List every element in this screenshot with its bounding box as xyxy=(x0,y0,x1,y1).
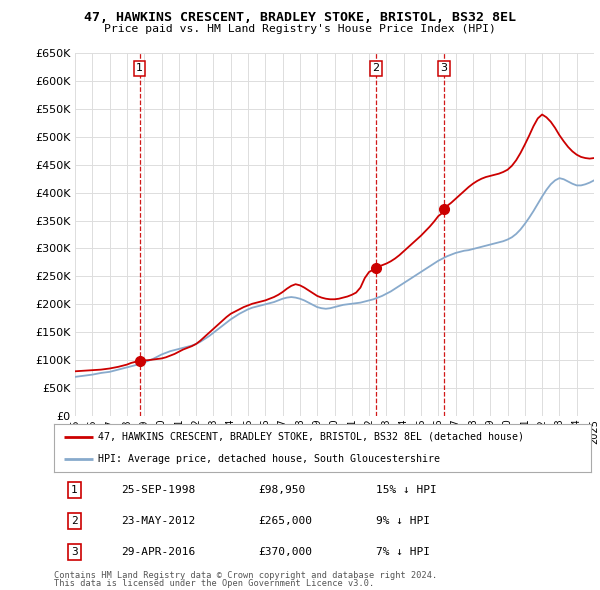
Text: 1: 1 xyxy=(71,485,78,495)
Text: HPI: Average price, detached house, South Gloucestershire: HPI: Average price, detached house, Sout… xyxy=(98,454,440,464)
Text: 47, HAWKINS CRESCENT, BRADLEY STOKE, BRISTOL, BS32 8EL: 47, HAWKINS CRESCENT, BRADLEY STOKE, BRI… xyxy=(84,11,516,24)
Text: This data is licensed under the Open Government Licence v3.0.: This data is licensed under the Open Gov… xyxy=(54,579,374,588)
Text: Price paid vs. HM Land Registry's House Price Index (HPI): Price paid vs. HM Land Registry's House … xyxy=(104,24,496,34)
Text: £265,000: £265,000 xyxy=(258,516,312,526)
Text: 47, HAWKINS CRESCENT, BRADLEY STOKE, BRISTOL, BS32 8EL (detached house): 47, HAWKINS CRESCENT, BRADLEY STOKE, BRI… xyxy=(98,432,524,442)
Text: 7% ↓ HPI: 7% ↓ HPI xyxy=(376,547,430,557)
Text: £98,950: £98,950 xyxy=(258,485,305,495)
Text: 1: 1 xyxy=(136,63,143,73)
Text: 23-MAY-2012: 23-MAY-2012 xyxy=(121,516,196,526)
Text: 3: 3 xyxy=(71,547,78,557)
Text: £370,000: £370,000 xyxy=(258,547,312,557)
Text: 9% ↓ HPI: 9% ↓ HPI xyxy=(376,516,430,526)
Text: 2: 2 xyxy=(372,63,379,73)
Text: 15% ↓ HPI: 15% ↓ HPI xyxy=(376,485,437,495)
Text: 2: 2 xyxy=(71,516,78,526)
Text: Contains HM Land Registry data © Crown copyright and database right 2024.: Contains HM Land Registry data © Crown c… xyxy=(54,571,437,579)
Text: 29-APR-2016: 29-APR-2016 xyxy=(121,547,196,557)
Text: 3: 3 xyxy=(440,63,448,73)
Text: 25-SEP-1998: 25-SEP-1998 xyxy=(121,485,196,495)
